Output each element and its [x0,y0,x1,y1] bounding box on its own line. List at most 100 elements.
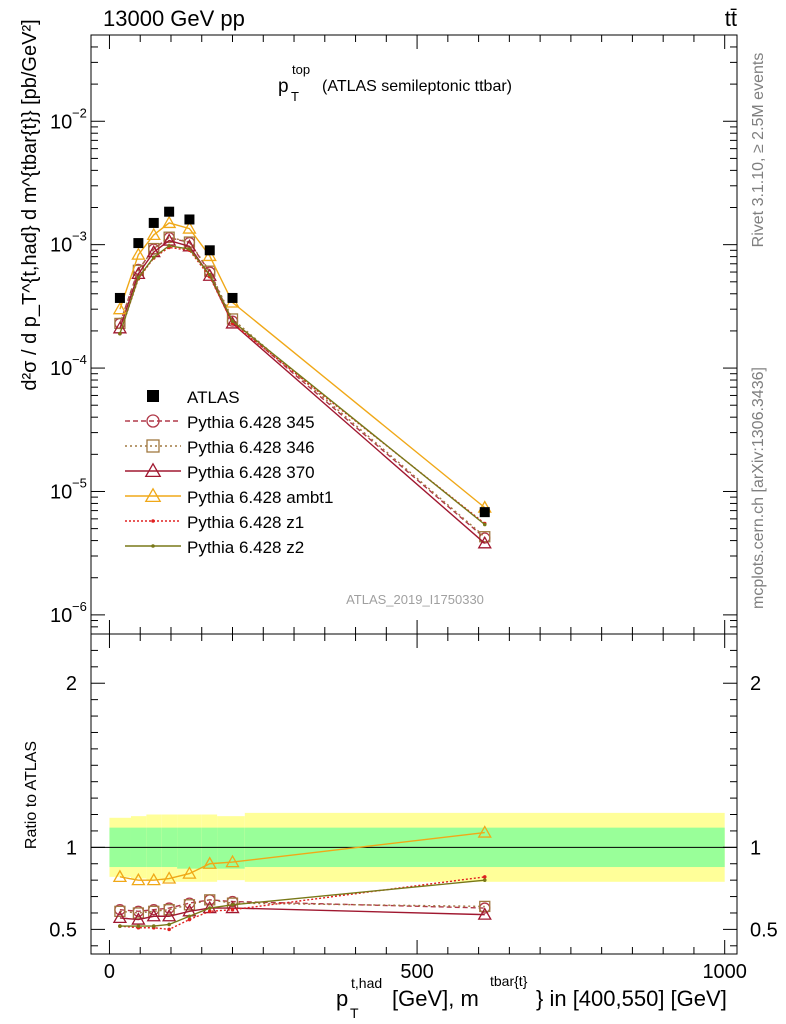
process-label: tt̄ [725,6,737,31]
y-tick-label-exp: −3 [72,229,87,244]
ratio-series-point [131,912,146,925]
legend-label-atlas: ATLAS [187,388,240,407]
ratio-series-point [118,924,122,928]
xlabel-mid: [GeV], m [392,986,479,1011]
ratio-series-point [477,825,492,838]
ratio-series-point [112,910,128,924]
series-point [477,536,492,549]
atlas-point [164,206,175,217]
ratio-series-point [230,907,235,912]
x-tick-label: 500 [400,961,433,983]
ratio-series-point [225,900,240,914]
ratio-series-point [163,904,175,916]
series-point [136,275,141,280]
legend-label: Pythia 6.428 370 [187,463,315,482]
series-point [187,247,192,251]
main-series [112,215,492,549]
xlabel: p t,had T [GeV], m tbar{t} } in [400,550… [336,973,727,1021]
series-line [119,236,486,538]
ratio-y-tick-label-right: 1 [750,837,761,859]
title-sub: T [291,89,299,104]
legend-label: Pythia 6.428 ambt1 [187,488,333,507]
title-sup: top [292,62,310,77]
legend-marker [146,414,160,428]
ratio-series-point [225,854,240,868]
ratio-series-point [167,922,171,927]
ratio-series-point [207,906,212,910]
atlas-point [184,214,195,225]
series-point [479,531,491,543]
rivet-version-label: Rivet 3.1.10, ≥ 2.5M events [750,53,767,248]
ratio-series-line [119,876,485,931]
series-line [119,246,486,525]
ratio-series-point [182,866,197,879]
atlas-point [204,245,215,256]
series-point [207,272,212,277]
series-point [146,227,161,241]
atlas-point [227,292,238,303]
ratio-series-point [136,924,141,928]
ratio-series-point [482,878,487,882]
ratio-series-line [119,899,485,913]
y-tick-label: 10 [50,605,72,627]
ratio-y-tick-label: 2 [66,673,77,695]
series-point [182,221,197,234]
plot-title: p [278,76,289,97]
ratio-series-point [162,908,177,922]
ratio-series-point [187,914,192,919]
ratio-series-point [151,924,156,928]
stat-uncertainty-band [201,827,218,869]
legend-label: Pythia 6.428 346 [187,438,315,457]
ratio-series-line [119,899,485,914]
title-rest: (ATLAS semileptonic ttbar) [322,78,512,95]
series-point [230,319,235,323]
legend-marker [146,439,160,453]
energy-label: 13000 GeV pp [103,6,245,31]
main-axis-ticks: 10−610−510−410−310−2 [50,34,737,635]
series-point [167,243,171,248]
ratio-series-line [119,879,485,927]
ratio-series-point [131,872,146,886]
xlabel-sup: t,had [351,975,382,991]
x-tick-label: 0 [104,961,115,983]
ylabel-ratio: Ratio to ATLAS [23,741,40,849]
ratio-series-point [146,908,161,922]
ratio-series-point [114,905,126,917]
series-point [163,231,175,243]
ratio-series [112,825,492,932]
legend-marker [144,487,162,503]
y-tick-label: 10 [50,481,72,503]
ratio-series-point [132,907,145,919]
ratio-y-tick-label-right: 2 [750,673,761,695]
ratio-series-point [112,869,128,883]
ratio-series-point [204,894,216,906]
xlabel-p: p [336,986,348,1011]
legend: ATLAS Pythia 6.428 345 Pythia 6.428 346 Pyt… [125,388,333,557]
series-point [482,522,487,527]
legend-marker [151,544,155,548]
y-tick-label-exp: −4 [72,352,87,367]
legend-label: Pythia 6.428 345 [187,413,315,432]
ratio-series-point [479,900,491,913]
series-point [118,331,122,336]
y-tick-label-exp: −6 [72,599,87,614]
legend-label: Pythia 6.428 z1 [187,513,304,532]
atlas-point [148,217,159,228]
atlas-data-points [114,206,490,518]
title-p: p [278,76,289,97]
series-line [119,239,486,544]
ratio-series-point [202,856,217,869]
mcplots-label: mcplots.cern.ch [arXiv:1306.3436] [750,367,767,609]
y-tick-label: 10 [50,358,72,380]
atlas-point [479,507,490,518]
series-point [131,247,146,260]
series-line [119,245,486,526]
ratio-series-point [230,902,235,907]
ratio-y-tick-label: 0.5 [49,919,77,941]
series-point [112,301,128,315]
y-tick-label-exp: −2 [72,105,87,120]
y-tick-label-exp: −5 [72,475,87,490]
analysis-id: ATLAS_2019_I1750330 [346,592,484,607]
